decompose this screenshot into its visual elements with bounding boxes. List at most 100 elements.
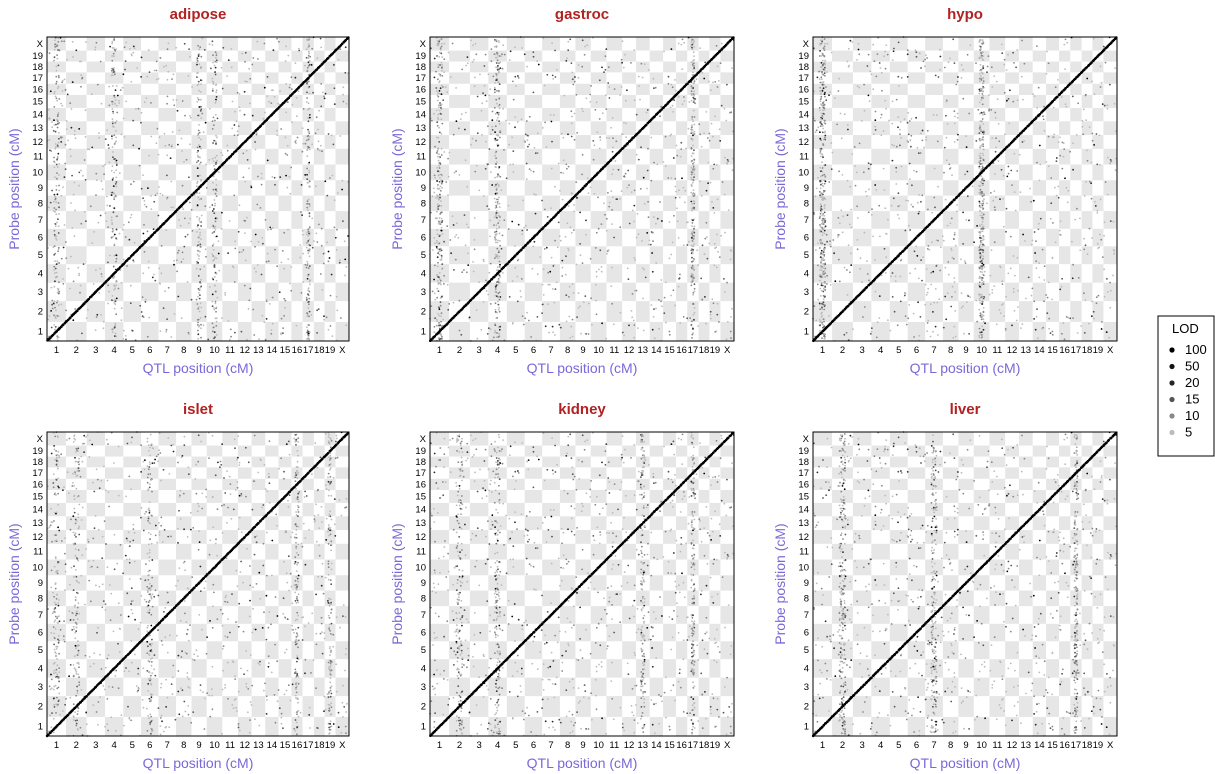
eqtl-point — [432, 187, 435, 190]
eqtl-point — [238, 93, 241, 95]
eqtl-point — [884, 207, 887, 210]
grid-cell — [663, 107, 677, 122]
grid-cell — [302, 107, 314, 122]
eqtl-point — [978, 308, 981, 311]
eqtl-point — [215, 52, 218, 55]
grid-cell — [1081, 282, 1093, 302]
eqtl-point — [1043, 129, 1046, 132]
eqtl-point — [112, 328, 115, 330]
eqtl-point — [435, 151, 438, 154]
grid-cell — [65, 72, 87, 84]
eqtl-point — [512, 98, 515, 101]
eqtl-point — [111, 118, 114, 121]
eqtl-point — [880, 274, 883, 277]
eqtl-point — [189, 217, 192, 220]
eqtl-point — [114, 102, 116, 105]
grid-cell — [47, 228, 66, 247]
eqtl-point — [650, 136, 653, 139]
eqtl-point — [214, 101, 217, 104]
eqtl-point — [593, 193, 596, 195]
eqtl-point — [732, 130, 734, 133]
eqtl-point — [57, 288, 60, 291]
eqtl-point — [199, 46, 202, 49]
eqtl-point — [496, 51, 498, 54]
eqtl-point — [148, 71, 151, 73]
grid-cell — [488, 282, 507, 302]
eqtl-point — [112, 110, 114, 113]
panel-adipose: adipose112233445566778899101011111212131… — [6, 6, 350, 376]
eqtl-point — [434, 242, 436, 245]
eqtl-point — [1046, 312, 1049, 315]
eqtl-point — [83, 159, 86, 161]
eqtl-point — [533, 240, 536, 243]
eqtl-point — [169, 157, 172, 160]
eqtl-point — [111, 223, 114, 226]
eqtl-point — [453, 171, 456, 174]
eqtl-point — [113, 39, 115, 41]
eqtl-point — [647, 147, 649, 150]
eqtl-point — [251, 114, 254, 117]
eqtl-point — [1019, 191, 1022, 194]
eqtl-point — [593, 144, 596, 147]
eqtl-point — [306, 38, 308, 41]
eqtl-point — [867, 211, 870, 214]
eqtl-point — [612, 146, 614, 149]
eqtl-point — [698, 123, 701, 126]
eqtl-point — [154, 279, 157, 282]
eqtl-point — [983, 113, 986, 116]
eqtl-point — [113, 73, 116, 76]
eqtl-point — [214, 290, 217, 293]
eqtl-point — [179, 224, 182, 227]
eqtl-point — [336, 192, 339, 194]
grid-cell — [958, 135, 974, 149]
eqtl-point — [69, 155, 72, 158]
eqtl-point — [187, 222, 190, 225]
eqtl-point — [976, 320, 979, 323]
eqtl-point — [495, 45, 498, 47]
eqtl-point — [73, 133, 76, 136]
eqtl-point — [197, 160, 200, 162]
eqtl-point — [316, 57, 319, 60]
eqtl-point — [307, 117, 309, 119]
eqtl-point — [250, 186, 253, 189]
eqtl-point — [64, 168, 67, 171]
eqtl-point — [85, 317, 88, 319]
grid-cell — [1018, 301, 1033, 322]
eqtl-point — [198, 219, 201, 221]
eqtl-point — [1054, 186, 1056, 189]
eqtl-point — [308, 52, 310, 55]
eqtl-point — [691, 152, 694, 155]
eqtl-point — [53, 265, 56, 268]
eqtl-point — [95, 269, 97, 272]
eqtl-point — [333, 87, 336, 90]
eqtl-point — [54, 223, 57, 225]
eqtl-point — [314, 132, 317, 135]
eqtl-point — [124, 68, 126, 71]
eqtl-point — [327, 133, 330, 135]
eqtl-point — [457, 236, 460, 239]
eqtl-point — [476, 132, 479, 135]
grid-cell — [222, 195, 238, 212]
eqtl-point — [856, 205, 858, 208]
eqtl-point — [619, 198, 621, 200]
eqtl-point — [692, 165, 695, 168]
eqtl-point — [229, 338, 231, 341]
y-tick-label: 2 — [421, 307, 426, 318]
eqtl-point — [852, 328, 854, 331]
eqtl-point — [1085, 180, 1087, 183]
eqtl-point — [212, 181, 214, 184]
eqtl-point — [198, 163, 201, 165]
eqtl-point — [642, 176, 645, 179]
eqtl-point — [554, 76, 557, 78]
eqtl-point — [521, 233, 523, 236]
eqtl-point — [198, 114, 201, 117]
eqtl-point — [197, 333, 200, 336]
grid-cell — [1005, 72, 1019, 84]
eqtl-point — [321, 150, 323, 153]
eqtl-point — [1062, 142, 1065, 145]
eqtl-point — [433, 278, 435, 281]
eqtl-point — [132, 45, 135, 48]
grid-cell — [206, 121, 223, 136]
eqtl-point — [307, 61, 310, 64]
eqtl-point — [567, 247, 569, 250]
